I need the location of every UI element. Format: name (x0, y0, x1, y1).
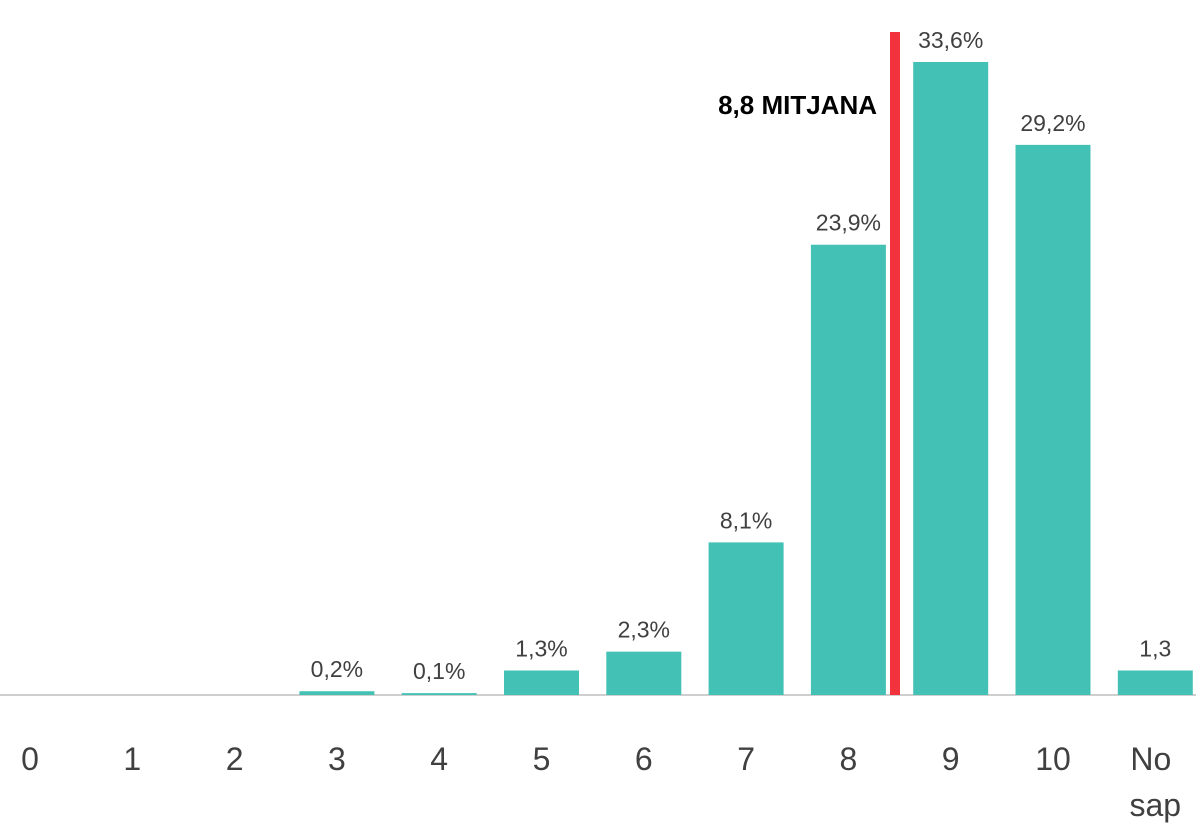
x-tick-label: 0 (21, 741, 39, 777)
x-tick-label: 3 (328, 741, 346, 777)
data-label: 0,2% (311, 656, 363, 682)
bar (913, 61, 989, 695)
bar (504, 670, 579, 695)
data-label: 8,1% (720, 507, 772, 533)
mean-annotation: 8,8 MITJANA (718, 90, 877, 120)
x-tick-label: 9 (942, 741, 960, 777)
x-tick-label: 7 (737, 741, 755, 777)
data-label: 29,2% (1020, 110, 1085, 136)
bar (1015, 144, 1091, 695)
x-tick-label: 4 (430, 741, 448, 777)
data-label: 1,3% (515, 636, 567, 662)
x-tick-label: 6 (635, 741, 653, 777)
bar (708, 542, 784, 695)
x-tick-label: 5 (533, 741, 551, 777)
data-label: 2,3% (618, 617, 670, 643)
data-label: 33,6% (918, 27, 983, 53)
data-label: 0,1% (413, 658, 465, 684)
bar (810, 244, 886, 695)
bar (1117, 670, 1193, 695)
data-label: 23,9% (816, 210, 881, 236)
x-tick-label: No sap (1130, 741, 1182, 823)
x-tick-label: 10 (1035, 741, 1071, 777)
mean-line (890, 32, 900, 695)
bar (401, 693, 477, 695)
x-tick-label: 8 (840, 741, 858, 777)
data-label: 1,3 (1139, 636, 1171, 662)
x-tick-label: 1 (123, 741, 141, 777)
bar (606, 651, 682, 695)
x-tick-label: 2 (226, 741, 244, 777)
bar (299, 691, 375, 695)
